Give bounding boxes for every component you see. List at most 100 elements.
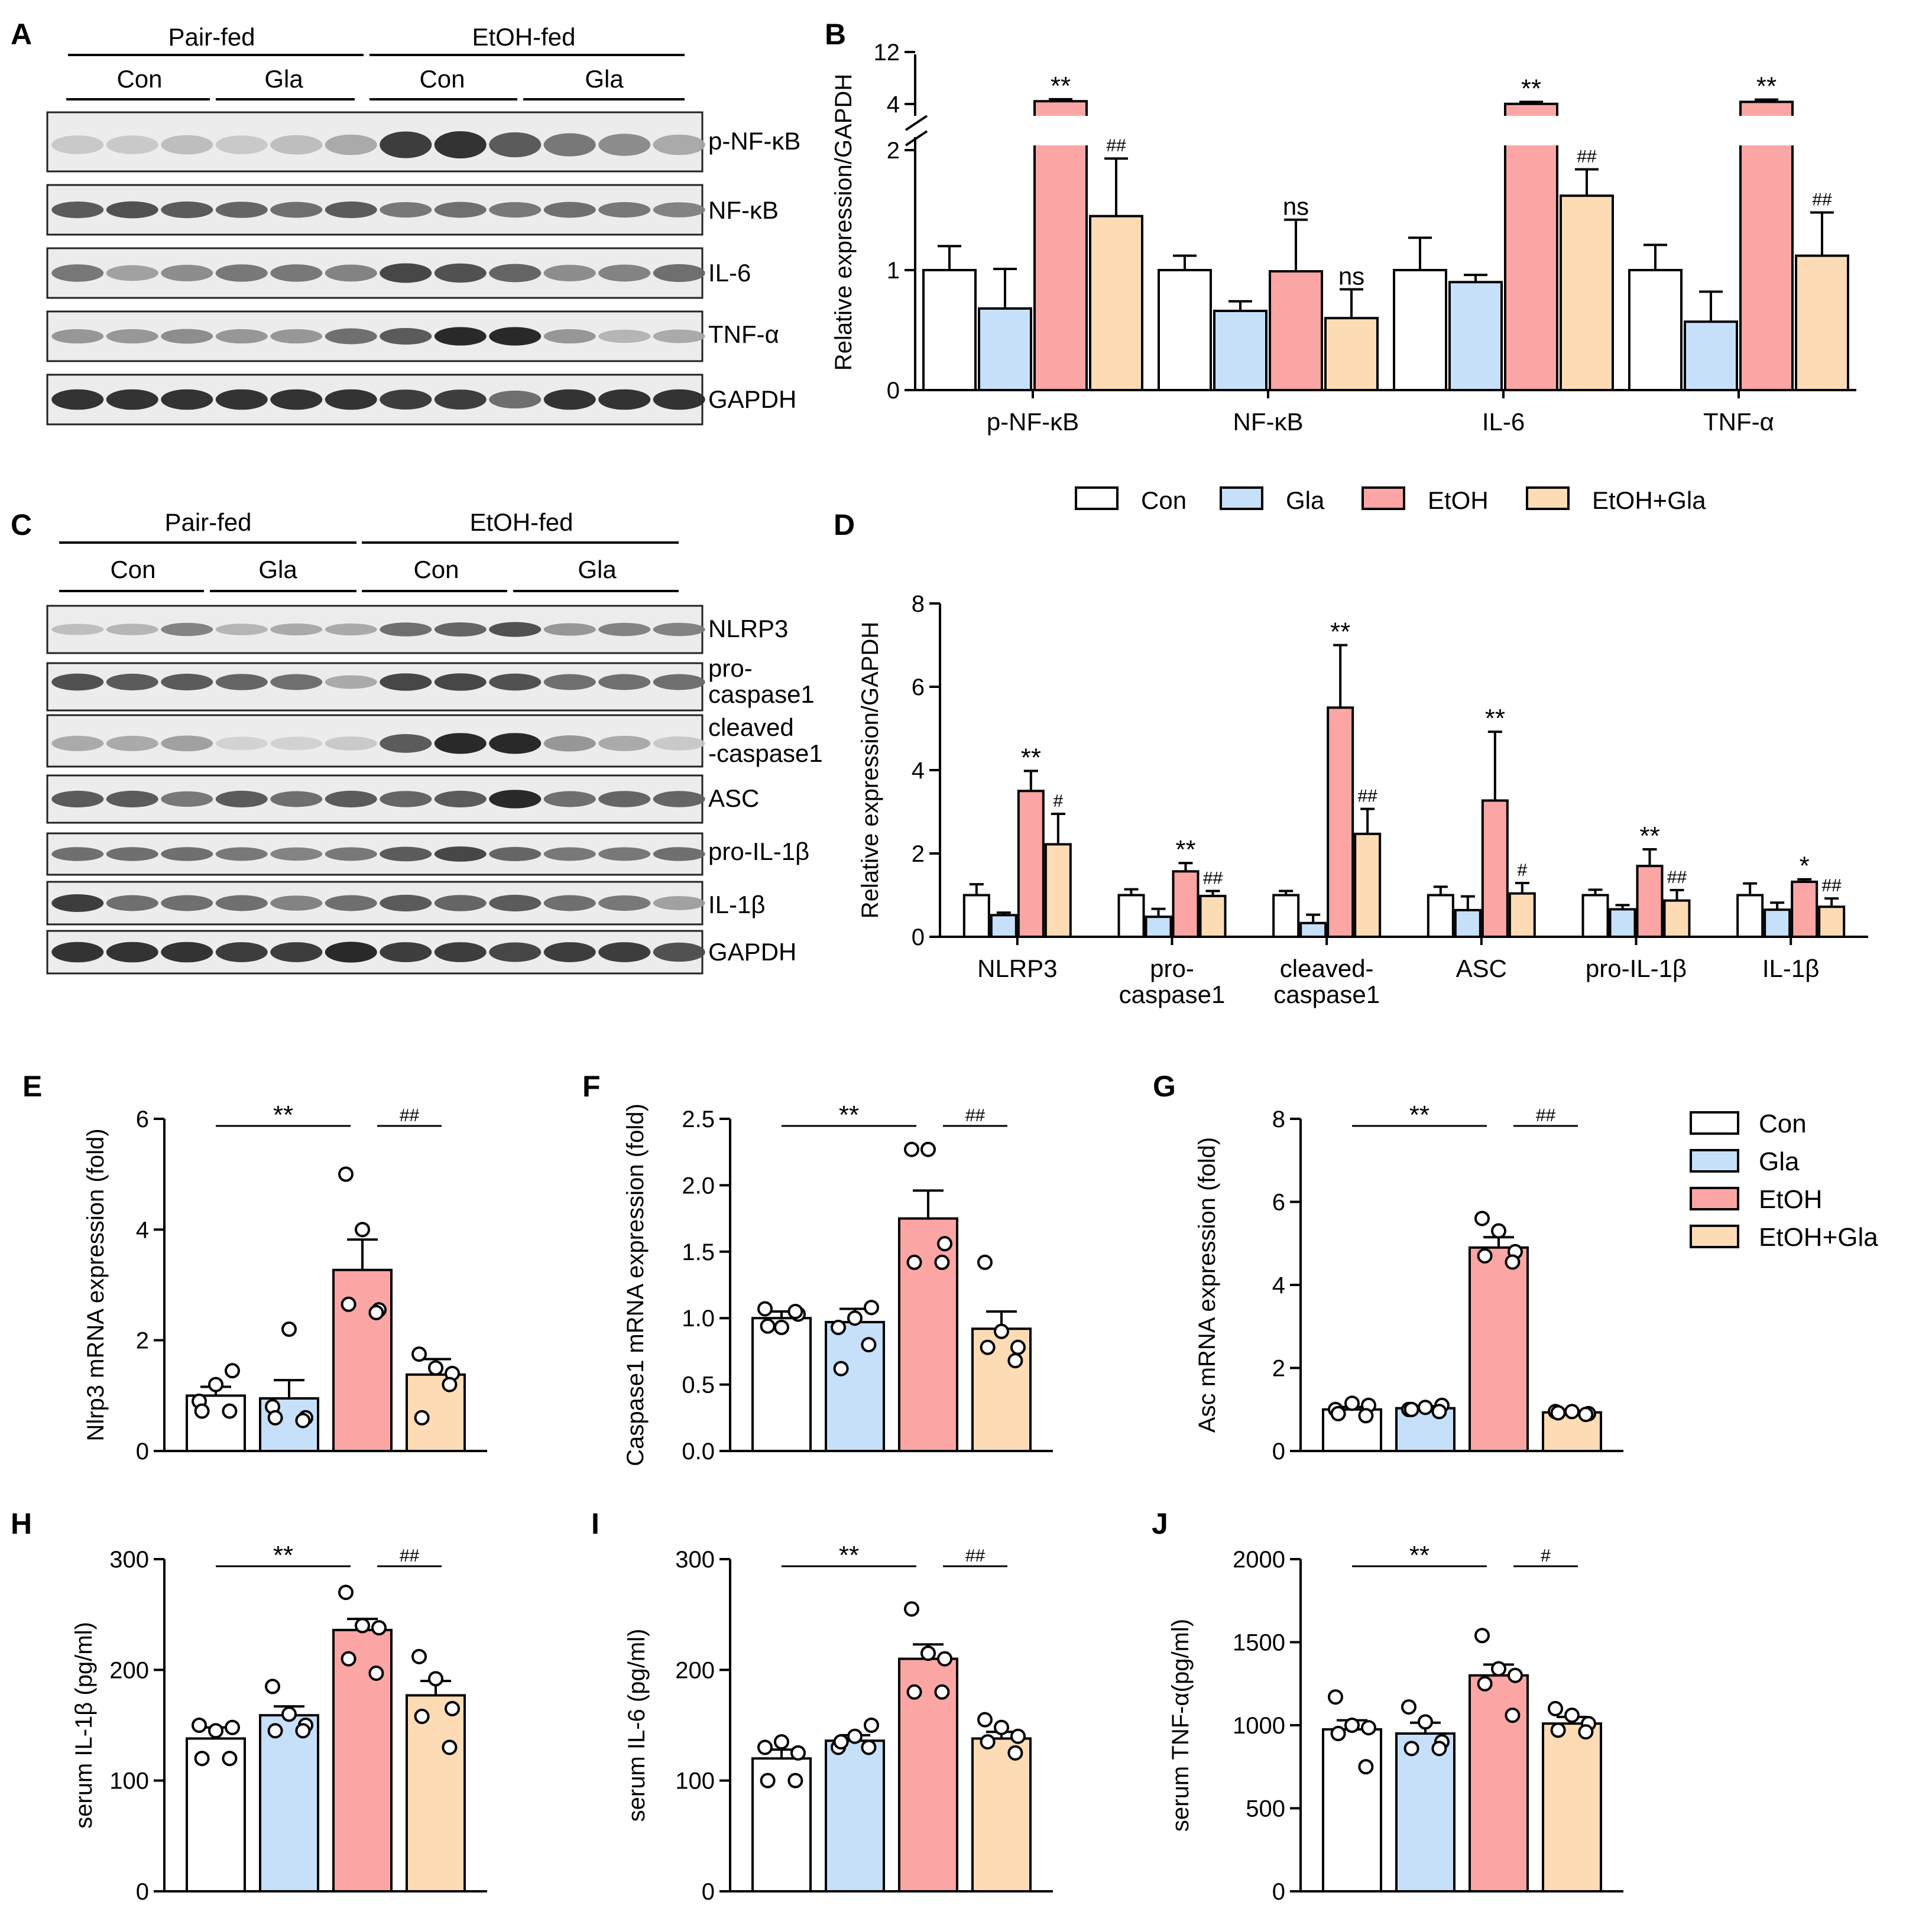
data-point — [1330, 1405, 1346, 1421]
blot-band — [380, 389, 432, 410]
legend-label: Gla — [1286, 486, 1325, 514]
header-subgroup: Con — [419, 65, 465, 93]
data-point — [1344, 1395, 1360, 1411]
data-point — [267, 1410, 283, 1426]
blot-band — [489, 264, 542, 283]
blot-band — [653, 134, 705, 155]
blot-band — [325, 623, 377, 636]
header-subgroup: Gla — [578, 556, 617, 583]
y-tick-label: 2 — [1272, 1356, 1285, 1382]
blot-band — [434, 263, 487, 283]
y-tick-label: 1.5 — [682, 1239, 715, 1265]
bar — [1628, 269, 1683, 391]
significance-label: ** — [273, 1541, 293, 1570]
blot-band — [215, 847, 268, 861]
y-tick-label: 200 — [675, 1657, 715, 1683]
y-tick-label: 100 — [675, 1768, 715, 1794]
axis-break-mark — [905, 115, 928, 131]
blot-band — [653, 389, 705, 410]
bar — [1322, 1728, 1382, 1892]
blot-band — [434, 202, 487, 218]
data-point — [1505, 1708, 1521, 1723]
legend-item: EtOH — [1690, 1185, 1823, 1214]
data-point — [341, 1651, 356, 1667]
blot-band — [215, 736, 268, 751]
data-point — [295, 1723, 311, 1739]
bar — [1117, 894, 1145, 938]
blot-band — [653, 847, 705, 861]
blot-band — [380, 673, 432, 691]
blot-band — [270, 389, 323, 410]
data-point — [787, 1773, 803, 1788]
blot-band — [161, 135, 213, 155]
blot-band — [106, 624, 158, 635]
legend-top: Con Gla EtOH EtOH+Gla — [1075, 486, 1706, 514]
blot-band — [434, 131, 487, 159]
header-subgroup: Gla — [258, 556, 297, 583]
blot-band — [380, 263, 432, 283]
bar — [1581, 894, 1609, 938]
panel-label-j: J — [1152, 1507, 1168, 1540]
blot-band — [106, 735, 158, 751]
y-tick-label: 100 — [109, 1768, 149, 1794]
significance-label: # — [1053, 791, 1063, 811]
blot-band — [161, 735, 213, 752]
blot-band — [543, 264, 596, 282]
blot-band — [106, 847, 158, 861]
header-group: EtOH-fed — [472, 23, 575, 51]
blot-band — [325, 847, 377, 861]
bar-break-gap — [1032, 116, 1089, 145]
legend-swatch — [1690, 1111, 1739, 1135]
band-label: GAPDH — [708, 385, 796, 413]
data-point — [977, 1712, 993, 1728]
data-point — [338, 1166, 354, 1182]
blot-band — [215, 895, 268, 911]
data-point — [225, 1363, 240, 1379]
blot-band — [270, 942, 323, 962]
blot-band — [543, 895, 596, 911]
blot-band — [598, 389, 651, 410]
data-point — [442, 1739, 458, 1755]
y-tick-label: 0.0 — [682, 1439, 715, 1465]
blot-band — [161, 389, 213, 410]
chart-d: 0 2 4 6 8 Relative expression/GAPDH NLRP3 pro-c… — [857, 591, 1868, 1008]
blot-band — [434, 327, 487, 346]
header-group: Pair-fed — [164, 508, 251, 536]
blot-row — [46, 832, 705, 876]
blot-band — [489, 894, 542, 912]
bar — [971, 1737, 1032, 1892]
data-point — [295, 1413, 311, 1429]
bar — [1354, 832, 1382, 938]
band-label: cleaved -caspase1 — [708, 713, 823, 767]
blot-band — [543, 791, 596, 807]
blot-band — [51, 735, 104, 751]
x-tick-label: NF-κB — [1233, 408, 1304, 436]
blot-band — [51, 790, 104, 808]
data-point — [1550, 1405, 1566, 1421]
y-tick-label: 8 — [1272, 1106, 1285, 1132]
panel-label-h: H — [11, 1507, 32, 1540]
band-label: pro-IL-1β — [708, 837, 809, 865]
blot-band — [434, 942, 487, 962]
legend-label: EtOH+Gla — [1592, 486, 1706, 514]
band-label: NLRP3 — [708, 615, 788, 642]
data-point — [265, 1679, 280, 1694]
data-point — [1508, 1667, 1523, 1683]
y-tick-label: 1.0 — [682, 1306, 715, 1332]
blot-band — [325, 736, 377, 751]
blot-band — [380, 131, 432, 158]
bar — [1272, 894, 1300, 938]
data-point — [760, 1318, 776, 1334]
chart-e: 0 2 4 6 Nlrp3 mRNA expression (fold) ** ## — [83, 1101, 487, 1465]
data-point — [192, 1718, 207, 1733]
band-label: GAPDH — [708, 938, 796, 966]
band-label: p-NF-κB — [708, 127, 800, 155]
header-subgroup: Gla — [585, 65, 624, 93]
blot-band — [215, 790, 268, 808]
x-tick-label: ASC — [1456, 955, 1507, 982]
blot-band — [106, 895, 158, 911]
band-label: NF-κB — [708, 196, 779, 224]
data-point — [757, 1301, 773, 1317]
y-tick-label: 6 — [912, 674, 925, 700]
x-tick-label: TNF-α — [1703, 408, 1774, 436]
